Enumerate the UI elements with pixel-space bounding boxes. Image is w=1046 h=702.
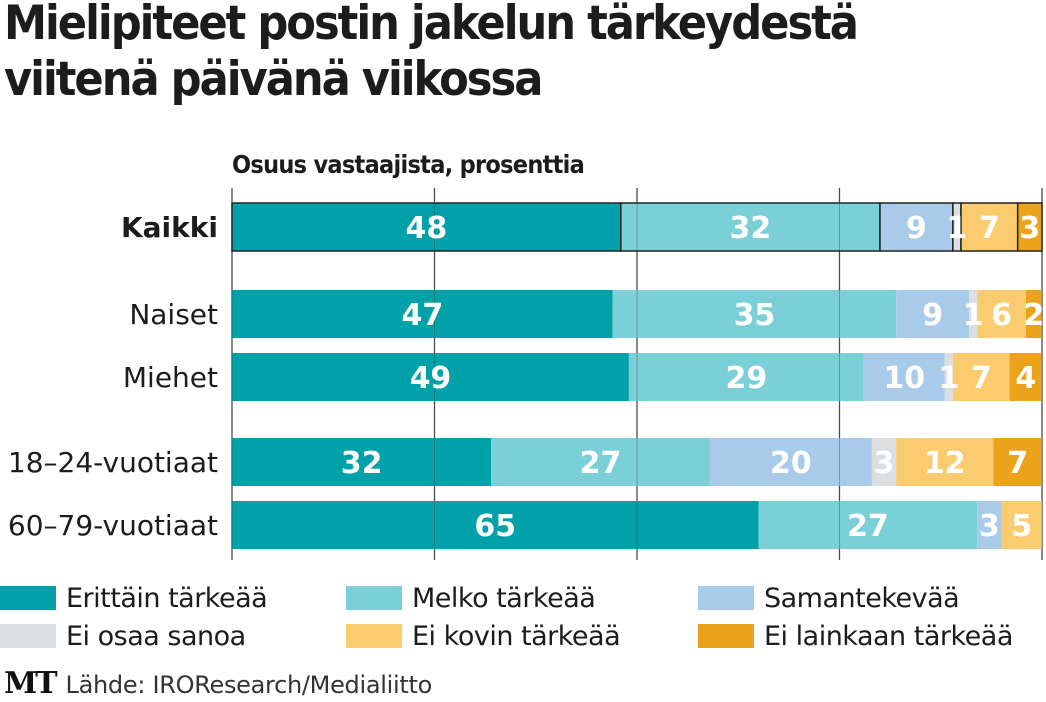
bar-segment (232, 438, 492, 486)
bar-segment (944, 353, 953, 401)
bar-value-label: 65 (474, 509, 516, 544)
bar-segment (871, 438, 897, 486)
bar-value-label: 1 (963, 298, 984, 333)
bar-value-label: 3 (874, 446, 895, 481)
bar-segment (969, 290, 978, 338)
legend-label: Erittäin tärkeää (66, 582, 268, 614)
bar-segment (628, 353, 864, 401)
bars (231, 202, 1043, 549)
bar-segment (960, 202, 1019, 252)
legend-label: Samantekevää (764, 582, 960, 614)
bar-segment (863, 353, 945, 401)
legend-swatch (0, 624, 56, 648)
bar-value-label: 2 (1023, 298, 1044, 333)
category-label: Miehet (123, 361, 218, 394)
bar-segment (491, 438, 710, 486)
bar-value-label: 4 (1015, 361, 1036, 396)
bar-segment (232, 290, 613, 338)
legend-swatch (346, 586, 402, 610)
bar-segment (612, 290, 897, 338)
bar-value-label: 35 (734, 298, 776, 333)
legend-swatch (698, 624, 754, 648)
category-label: Naiset (129, 298, 218, 331)
bar-value-label: 9 (922, 298, 943, 333)
source-line: MT Lähde: IROResearch/Medialiitto (4, 666, 432, 701)
bar-value-label: 32 (730, 211, 772, 246)
bar-value-label: 7 (1007, 446, 1028, 481)
bar-value-label: 1 (947, 211, 968, 246)
bar-value-label: 49 (410, 361, 452, 396)
legend-label: Melko tärkeää (412, 582, 596, 614)
bar-value-label: 3 (1019, 211, 1040, 246)
bar-value-label: 29 (725, 361, 767, 396)
bar-segment (1009, 353, 1042, 401)
legend-item: Ei kovin tärkeää (346, 618, 621, 654)
chart-subtitle: Osuus vastaajista, prosenttia (232, 150, 585, 179)
legend: Erittäin tärkeää Melko tärkeää Samantekevä… (0, 580, 1046, 656)
source-text: Lähde: IROResearch/Medialiitto (65, 671, 433, 699)
chart-title: Mielipiteet postin jakelun tärkeydestä v… (4, 0, 859, 108)
bar-segment (896, 290, 970, 338)
bar-segment (1001, 501, 1042, 549)
category-label: 18–24-vuotiaat (8, 446, 218, 479)
bar-segment (232, 353, 629, 401)
bar-value-label: 9 (906, 211, 927, 246)
bar-value-label: 7 (979, 211, 1000, 246)
legend-label: Ei osaa sanoa (66, 620, 246, 652)
legend-item: Erittäin tärkeää (0, 580, 268, 616)
legend-label: Ei kovin tärkeää (412, 620, 621, 652)
bar-value-label: 1 (938, 361, 959, 396)
legend-swatch (346, 624, 402, 648)
bar-value-label: 10 (883, 361, 925, 396)
bar-segment (232, 501, 759, 549)
bar-value-label: 47 (401, 298, 443, 333)
legend-swatch (698, 586, 754, 610)
bar-value-label: 27 (580, 446, 622, 481)
bar-segment (896, 438, 994, 486)
category-label: Kaikki (121, 211, 218, 244)
bar-value-label: 32 (341, 446, 383, 481)
legend-label: Ei lainkaan tärkeää (764, 620, 1013, 652)
bar-value-label: 12 (924, 446, 966, 481)
bar-segment (758, 501, 978, 549)
legend-swatch (0, 586, 56, 610)
chart-title-line-1: Mielipiteet postin jakelun tärkeydestä (4, 0, 859, 51)
chart-title-line-2: viitenä päivänä viikossa (4, 52, 543, 107)
legend-item: Samantekevää (698, 580, 960, 616)
bar-value-label: 20 (770, 446, 812, 481)
bar-value-label: 7 (971, 361, 992, 396)
bar-segment (1025, 290, 1042, 338)
bar-segment (709, 438, 872, 486)
mt-logo: MT (4, 666, 58, 701)
legend-item: Ei osaa sanoa (0, 618, 246, 654)
bar-segment (977, 290, 1026, 338)
gridlines-overlay (231, 188, 1043, 560)
bar-segment (977, 501, 1002, 549)
legend-item: Melko tärkeää (346, 580, 596, 616)
bar-segment (952, 353, 1010, 401)
bar-value-label: 27 (847, 509, 889, 544)
bar-segment (1016, 202, 1043, 252)
bar-value-label: 6 (991, 298, 1012, 333)
bar-segment (993, 438, 1042, 486)
bar-value-label: 5 (1011, 509, 1032, 544)
legend-item: Ei lainkaan tärkeää (698, 618, 1013, 654)
category-label: 60–79-vuotiaat (8, 509, 218, 542)
bar-value-label: 48 (406, 211, 448, 246)
bar-value-label: 3 (979, 509, 1000, 544)
